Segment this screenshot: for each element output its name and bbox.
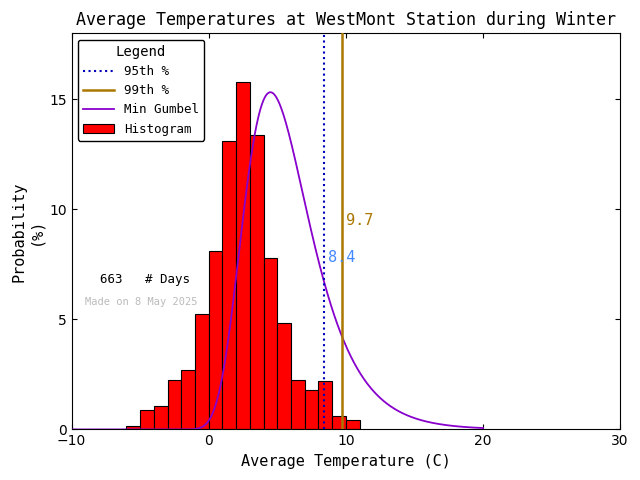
Bar — [319, 381, 332, 430]
Bar — [332, 416, 346, 430]
Text: 8.4: 8.4 — [328, 251, 355, 265]
Bar — [168, 380, 181, 430]
Y-axis label: Probability
(%): Probability (%) — [11, 181, 44, 282]
Bar — [195, 314, 209, 430]
Bar — [346, 420, 360, 430]
Bar — [209, 251, 223, 430]
Bar — [291, 380, 305, 430]
Bar — [277, 323, 291, 430]
X-axis label: Average Temperature (C): Average Temperature (C) — [241, 454, 451, 469]
Bar — [140, 409, 154, 430]
Bar — [127, 426, 140, 430]
Bar — [223, 141, 236, 430]
Bar — [264, 258, 277, 430]
Bar — [181, 370, 195, 430]
Text: 9.7: 9.7 — [346, 213, 373, 228]
Bar — [305, 390, 319, 430]
Text: 663   # Days: 663 # Days — [85, 273, 190, 286]
Bar — [236, 82, 250, 430]
Title: Average Temperatures at WestMont Station during Winter: Average Temperatures at WestMont Station… — [76, 11, 616, 29]
Bar — [154, 407, 168, 430]
Bar — [250, 135, 264, 430]
Legend: 95th %, 99th %, Min Gumbel, Histogram: 95th %, 99th %, Min Gumbel, Histogram — [78, 40, 204, 141]
Text: Made on 8 May 2025: Made on 8 May 2025 — [85, 297, 198, 307]
